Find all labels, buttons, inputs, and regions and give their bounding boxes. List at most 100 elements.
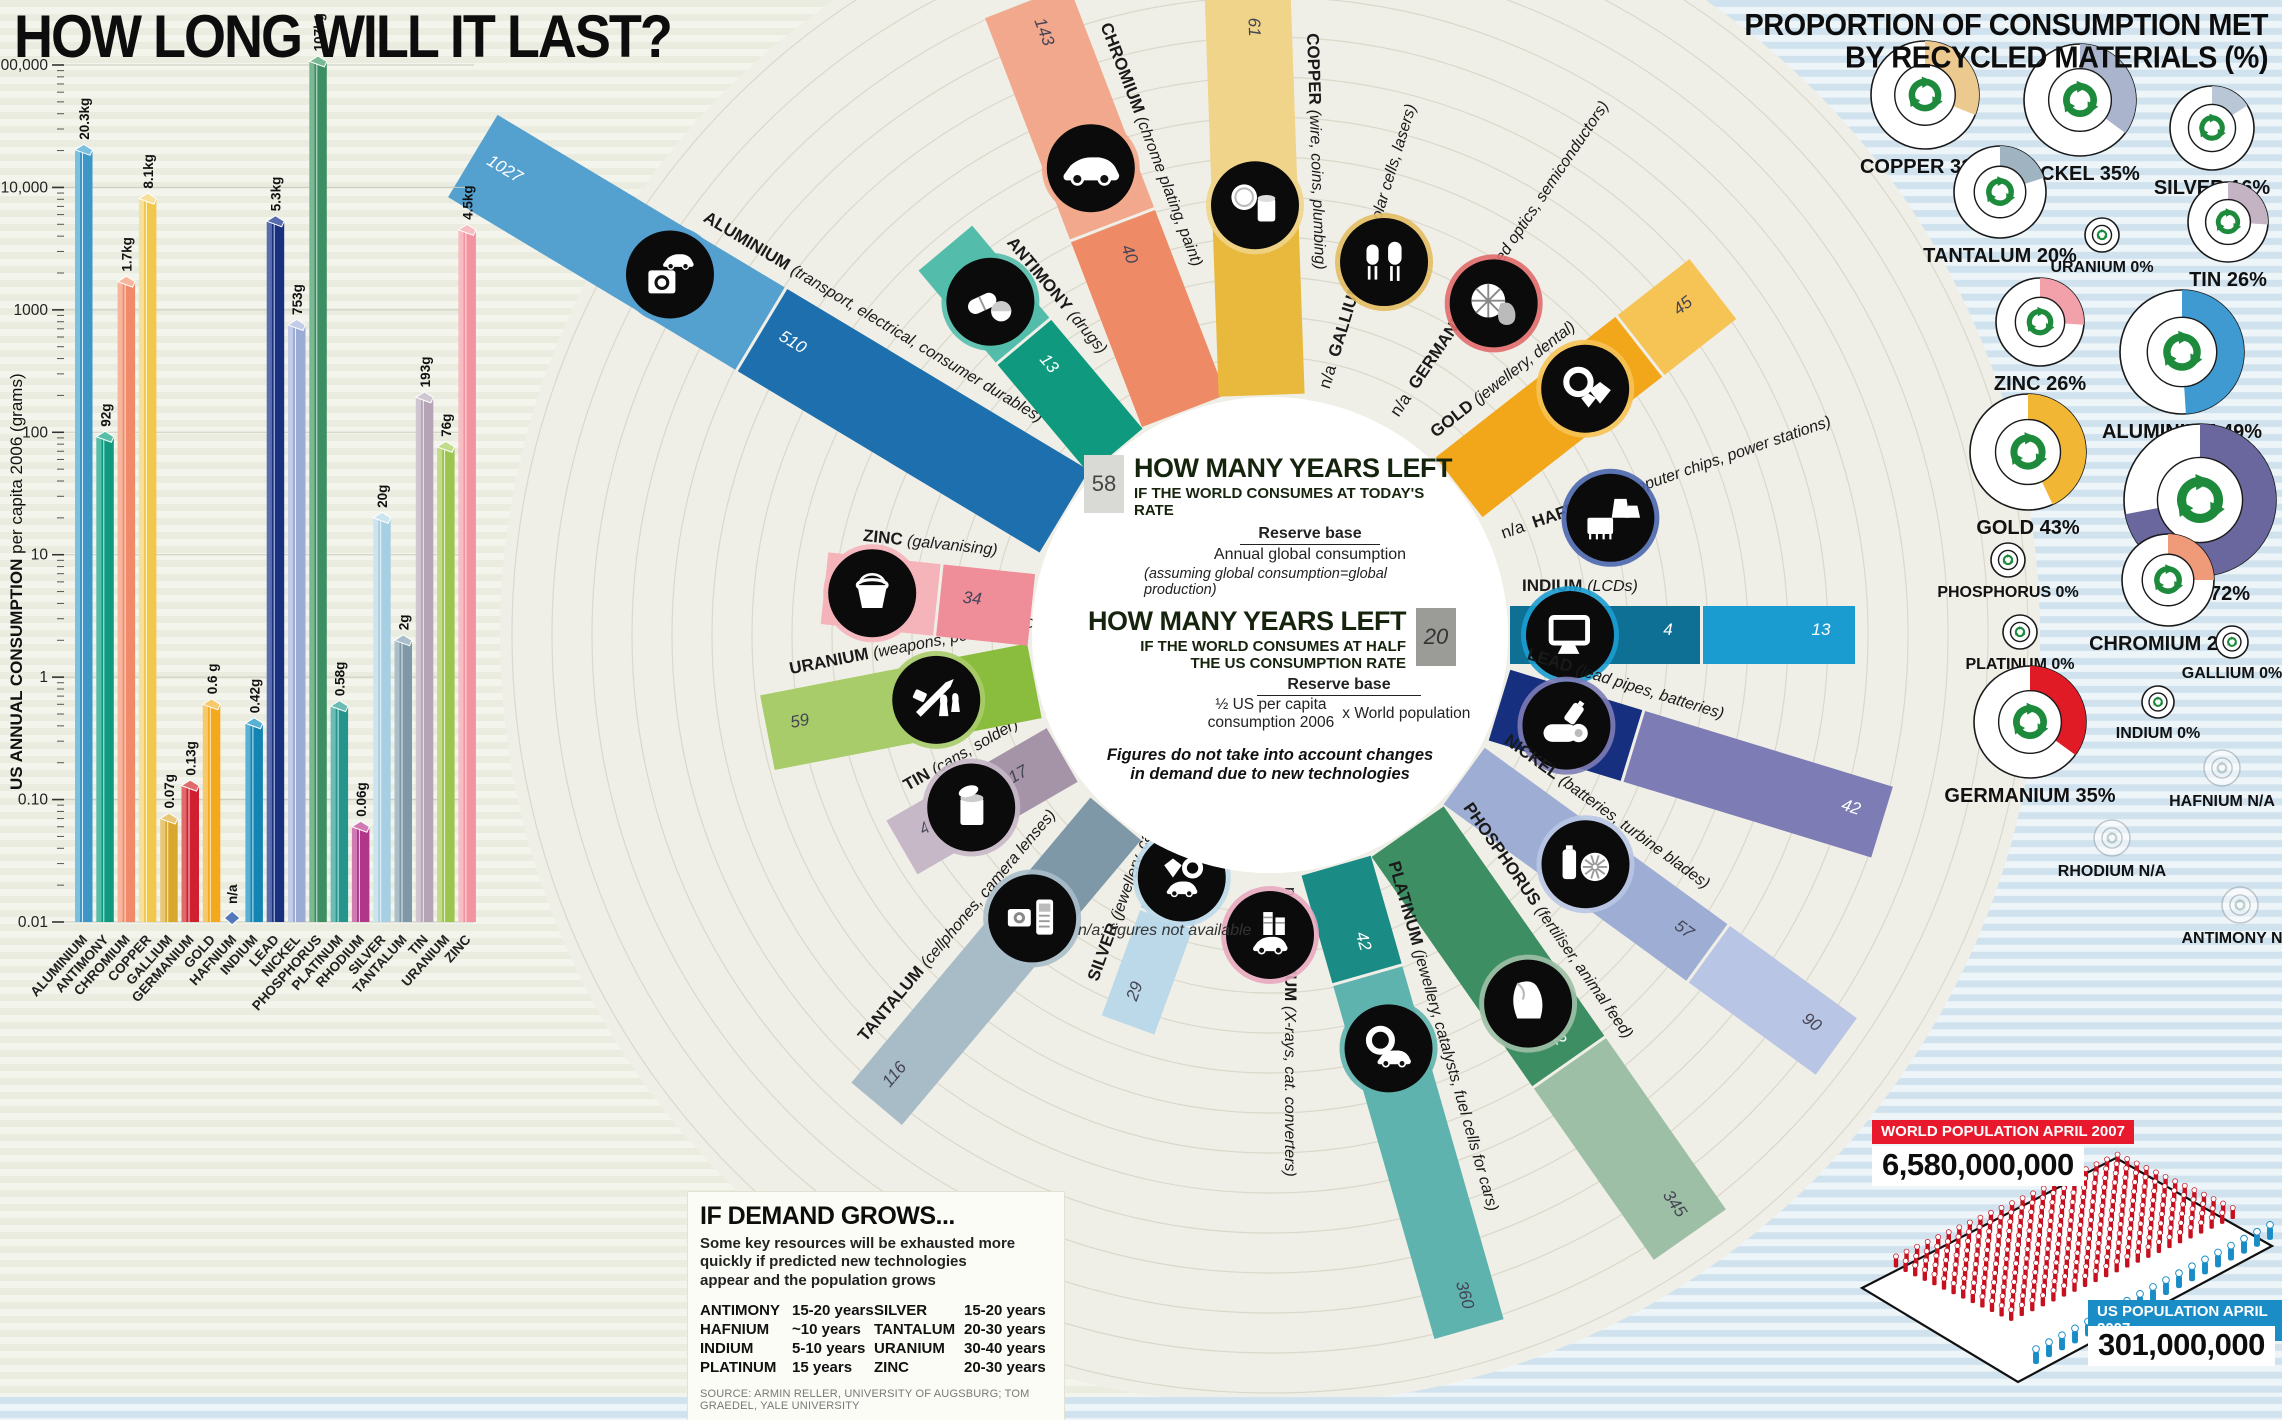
recycle-icon <box>2199 113 2226 141</box>
spoke-copper: 6138COPPER (wire, coins, plumbing) <box>1204 0 1330 397</box>
years-left-title-2: HOW MANY YEARS LEFT <box>1087 606 1407 636</box>
y-tick: 1000 <box>14 302 49 319</box>
recycled-donut-gallium <box>2215 625 2249 659</box>
years-today-uranium: 59 <box>789 710 812 732</box>
recycled-label-germanium: GERMANIUM 35% <box>1944 785 2115 807</box>
recycled-donut-platinum <box>2002 614 2038 650</box>
source-credit: SOURCE: ARMIN RELLER, UNIVERSITY OF AUGS… <box>700 1387 1030 1412</box>
bar-value-chromium: 1.7kg <box>120 237 135 272</box>
bar-copper: 8.1kg <box>137 154 158 922</box>
bar-value-copper: 8.1kg <box>141 154 156 189</box>
demand-cell: 15 years <box>792 1358 853 1376</box>
recycle-icon <box>1908 76 1943 112</box>
years-today-lead: 42 <box>1839 795 1863 819</box>
recycled-donut-nickel <box>2023 43 2137 157</box>
recycle-icon <box>2216 761 2228 774</box>
battery-pipe-icon <box>1517 676 1616 775</box>
recycled-donut-gold <box>1969 393 2087 511</box>
recycle-icon <box>1986 176 2016 206</box>
coin-can-icon <box>1205 156 1304 255</box>
recycled-donut-germanium <box>1973 665 2087 779</box>
bar-value-zinc: 4.5kg <box>460 185 475 220</box>
bar-value-platinum: 0.58g <box>333 662 348 697</box>
recycled-label-chromium: CHROMIUM 25% <box>2089 633 2247 655</box>
bar-value-germanium: 0.13g <box>184 741 199 776</box>
formula2-numerator: Reserve base <box>1257 676 1421 696</box>
bar-gold: 0.6 g <box>201 664 221 922</box>
recycle-icon <box>2014 626 2026 638</box>
recycle-icon <box>2026 306 2055 336</box>
y-tick: 100,000 <box>0 57 48 74</box>
recycled-donut-tantalum <box>1953 145 2047 239</box>
bar-phosphorus: 107kg <box>308 13 328 922</box>
footnote-line2: in demand due to new technologies <box>1130 764 1410 783</box>
bar-value-uranium: 76g <box>439 414 454 437</box>
night-vision-icon <box>1444 254 1543 353</box>
ring-car-icon <box>1339 999 1438 1098</box>
world-population-value: 6,580,000,000 <box>1872 1146 2084 1186</box>
recycled-donut-antimony <box>2221 886 2259 924</box>
spoke-label-copper: COPPER (wire, coins, plumbing) <box>1303 33 1330 270</box>
bar-tin: 193g <box>414 357 434 923</box>
bar-value-silver: 20g <box>375 485 390 508</box>
bar-value-tantalum: 2g <box>397 615 412 631</box>
y-tick: 10 <box>31 547 49 564</box>
fertiliser-sack-icon <box>1479 954 1578 1053</box>
demand-cell: 30-40 years <box>964 1339 1046 1357</box>
chip-powerstation-icon <box>1561 468 1660 567</box>
example-value-half-us-rate: 20 <box>1416 608 1456 666</box>
na-footnote: n/a: figures not available <box>1078 922 1252 939</box>
demand-cell: TANTALUM <box>874 1320 956 1338</box>
recycled-donut-zinc <box>1995 277 2085 367</box>
led-icon <box>1335 213 1434 312</box>
svg-text:n/a: n/a <box>225 884 240 904</box>
formula2-denominator-l1: ½ US per capita <box>1215 696 1327 713</box>
demand-cell: 20-30 years <box>964 1358 1046 1376</box>
formula1-denominator: Annual global consumption <box>1213 546 1407 563</box>
bar-value-nickel: 753g <box>290 284 305 315</box>
demand-cell: PLATINUM <box>700 1358 777 1376</box>
example-value-todays-rate: 58 <box>1084 455 1124 513</box>
recycled-donut-chromium <box>2121 533 2215 627</box>
y-tick: 0.01 <box>18 914 48 931</box>
formula2-denominator-r: x World population <box>1342 704 1471 722</box>
years-halfus-zinc: 34 <box>962 588 983 609</box>
recycle-icon <box>2153 696 2164 707</box>
recycle-icon <box>2002 554 2014 566</box>
demand-cell: 20-30 years <box>964 1320 1046 1338</box>
bar-value-aluminium: 20.3kg <box>77 98 92 140</box>
recycled-label-nickel: NICKEL 35% <box>2020 163 2140 185</box>
cellphone-camera-icon <box>983 869 1082 968</box>
y-tick: 1 <box>39 669 48 686</box>
bar-indium: 0.42g <box>244 679 264 922</box>
demand-cell: ~10 years <box>792 1320 861 1338</box>
recycle-icon <box>2010 432 2047 470</box>
years-today-indium: 13 <box>1812 620 1831 639</box>
y-axis-title: US ANNUAL CONSUMPTION per capita 2006 (g… <box>7 373 26 790</box>
world-population-label: WORLD POPULATION APRIL 2007 <box>1872 1120 2134 1144</box>
bar-germanium: 0.13g <box>180 741 200 922</box>
bar-value-antimony: 92g <box>98 403 113 426</box>
bar-value-indium: 0.42g <box>247 679 262 714</box>
recycled-label-gallium: GALLIUM 0% <box>2182 665 2282 682</box>
bar-value-phosphorus: 107kg <box>311 13 326 51</box>
pills-icon <box>941 252 1040 351</box>
population-figure-chart <box>1859 1151 2275 1384</box>
bar-silver: 20g <box>372 485 392 922</box>
recycle-icon <box>2063 80 2099 117</box>
demand-cell: URANIUM <box>874 1339 945 1357</box>
bar-rhodium: 0.06g <box>350 782 371 922</box>
us-population-value: 301,000,000 <box>2088 1326 2275 1366</box>
bar-gallium: 0.07g <box>159 774 179 922</box>
recycle-icon <box>2234 898 2246 911</box>
recycled-donut-copper <box>1870 40 1980 150</box>
y-tick: 10,000 <box>1 179 49 196</box>
years-left-title-1: HOW MANY YEARS LEFT <box>1134 453 1453 483</box>
bar-value-gold: 0.6 g <box>205 664 220 695</box>
bar-value-lead: 5.3kg <box>269 177 284 212</box>
years-today-copper: 61 <box>1244 17 1264 37</box>
years-left-key-panel: 58 HOW MANY YEARS LEFT IF THE WORLD CONS… <box>1032 397 1508 873</box>
recycled-panel-title: PROPORTION OF CONSUMPTION MET BY RECYCLE… <box>1744 8 2268 76</box>
